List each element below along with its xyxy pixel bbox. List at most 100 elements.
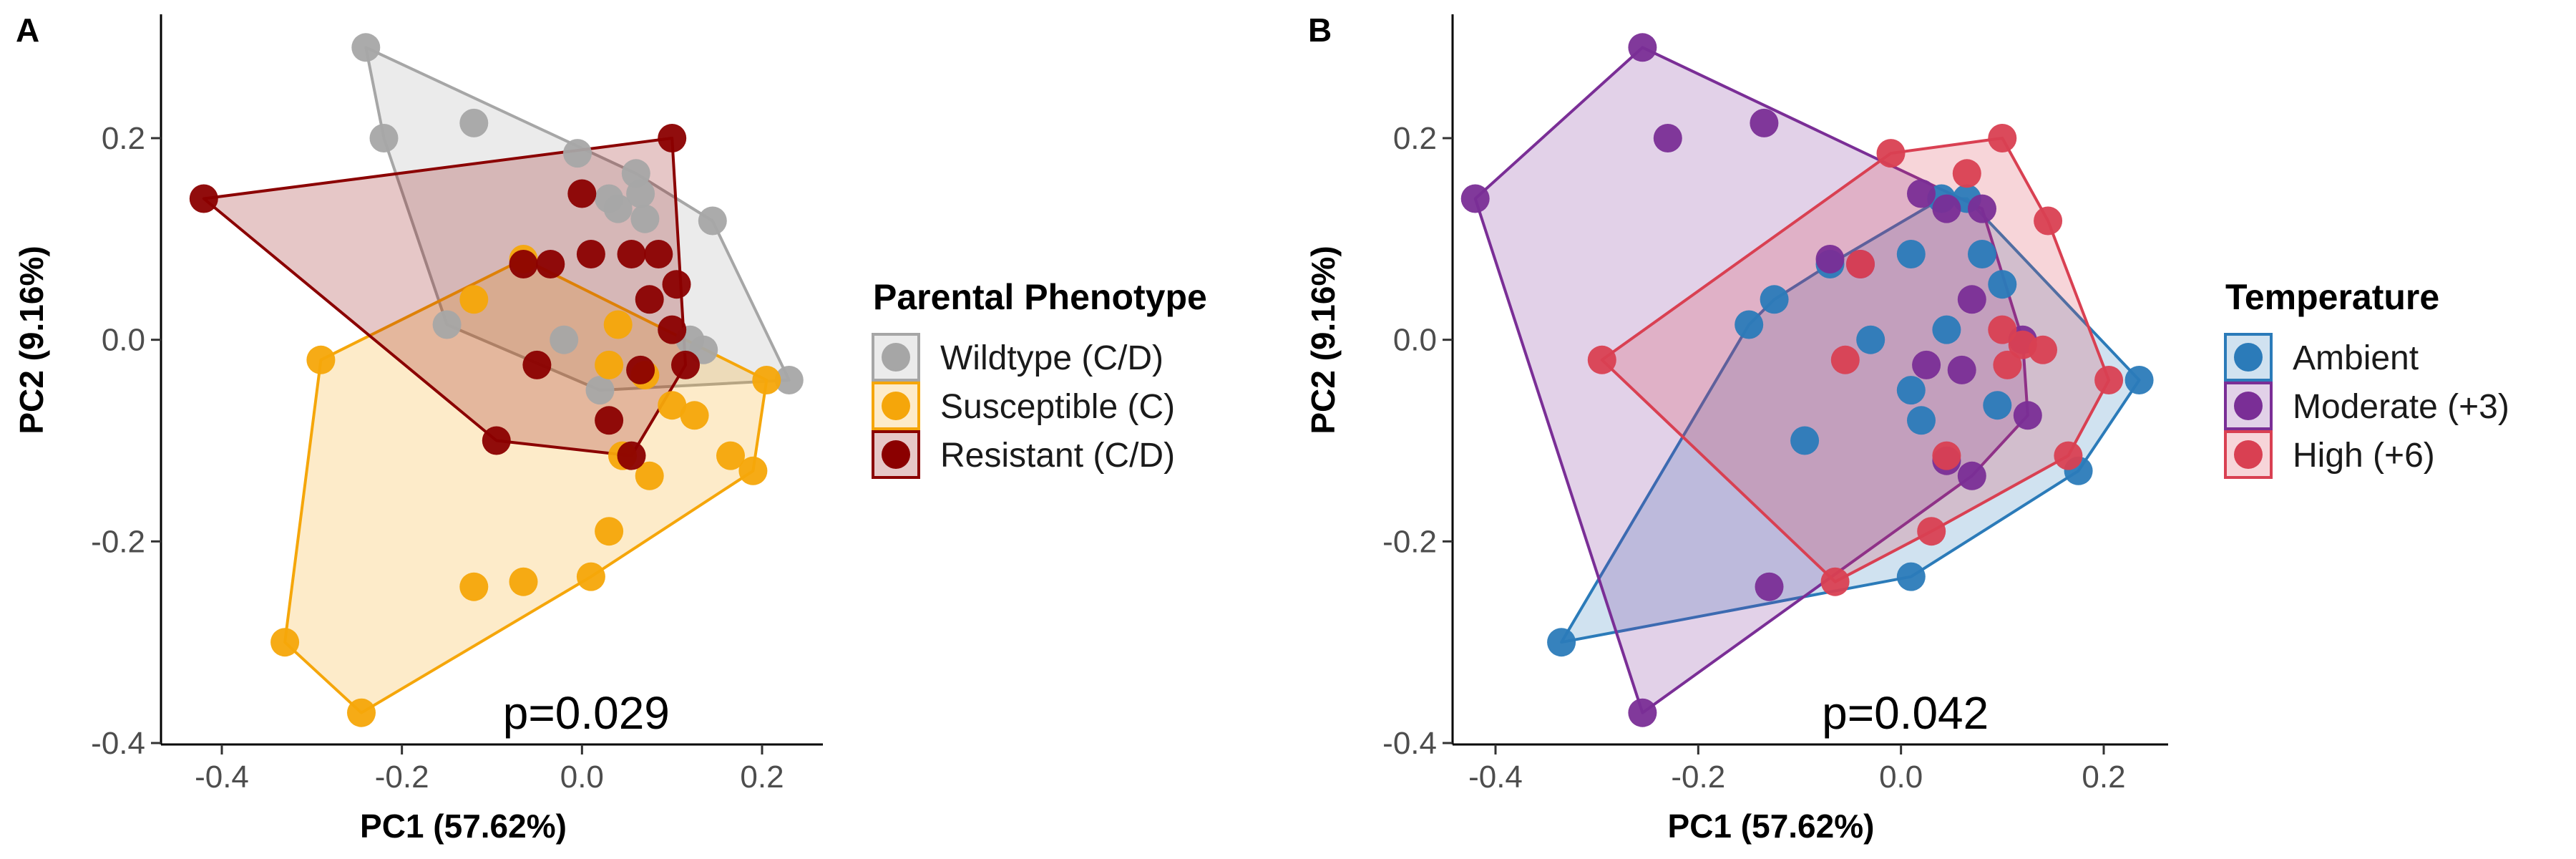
data-point xyxy=(1830,345,1860,374)
data-point xyxy=(1988,270,2017,299)
hull-layer xyxy=(202,46,791,714)
y-tick-label: 0.0 xyxy=(1393,323,1437,358)
data-point xyxy=(509,250,538,278)
panel-label: A xyxy=(16,11,39,49)
legend-label: Susceptible (C) xyxy=(940,388,1175,426)
data-point xyxy=(617,240,646,268)
data-point xyxy=(536,250,565,278)
legend-marker xyxy=(2234,343,2263,372)
panel-b: B -0.4 -0.2 0.0 0.2 -0.4 -0.2 0.0 0.2 PC1 (57.62%… xyxy=(1304,11,2509,845)
data-point xyxy=(662,270,691,299)
data-point xyxy=(680,401,709,430)
x-tick-label: 0.2 xyxy=(740,759,784,795)
data-point xyxy=(2124,366,2154,394)
data-point xyxy=(351,33,381,62)
legend-marker xyxy=(2234,392,2263,420)
data-point xyxy=(617,441,646,470)
data-point xyxy=(626,179,655,208)
data-point xyxy=(1735,310,1764,339)
legend-marker xyxy=(882,392,910,420)
series-resistant-c-d xyxy=(189,124,700,470)
data-point xyxy=(2094,366,2124,394)
data-point xyxy=(1988,315,2017,344)
data-point xyxy=(698,206,727,236)
data-point xyxy=(2034,206,2063,236)
data-point xyxy=(306,345,336,374)
data-point xyxy=(1856,325,1885,354)
data-point xyxy=(1988,124,2017,152)
legend-item-resistant-c-d: Resistant (C/D) xyxy=(872,430,1175,479)
p-value-annotation: p=0.042 xyxy=(1822,687,1989,739)
data-point xyxy=(1846,250,1875,278)
data-point xyxy=(595,517,624,546)
legend-item-moderate-3: Moderate (+3) xyxy=(2224,382,2509,430)
legend-marker xyxy=(882,343,910,372)
data-point xyxy=(1947,355,1976,384)
data-point xyxy=(1907,179,1936,208)
data-point xyxy=(482,426,511,455)
data-point xyxy=(189,184,218,213)
legend-marker xyxy=(882,440,910,469)
hull-layer xyxy=(1473,46,2141,714)
series-susceptible-c xyxy=(270,245,781,727)
legend-title: Temperature xyxy=(2225,277,2439,317)
data-point xyxy=(576,562,605,591)
data-point xyxy=(459,108,489,137)
data-point xyxy=(1993,350,2022,379)
data-point xyxy=(635,461,664,490)
data-point xyxy=(1932,194,1961,223)
data-point xyxy=(635,285,664,314)
data-point xyxy=(1896,240,1926,268)
data-point xyxy=(1952,159,1981,188)
x-tick-label: -0.4 xyxy=(195,759,249,795)
data-point xyxy=(459,572,489,601)
x-tick-label: 0.2 xyxy=(2082,759,2125,795)
data-point xyxy=(595,350,624,379)
data-point xyxy=(2029,335,2057,364)
data-point xyxy=(1907,406,1936,435)
data-point xyxy=(1653,124,1682,152)
legend-item-susceptible-c: Susceptible (C) xyxy=(872,382,1175,430)
data-point xyxy=(1983,391,2012,420)
data-point xyxy=(626,355,655,384)
data-point xyxy=(522,350,552,379)
data-point xyxy=(432,310,462,339)
data-point xyxy=(1547,628,1576,657)
data-point xyxy=(1587,345,1616,374)
data-point xyxy=(1896,562,1926,591)
data-point xyxy=(1957,461,1986,490)
data-point xyxy=(1820,567,1850,596)
data-point xyxy=(603,194,633,223)
legend-label: Resistant (C/D) xyxy=(940,437,1175,475)
data-point xyxy=(658,391,687,420)
x-axis-title: PC1 (57.62%) xyxy=(1668,807,1875,845)
data-point xyxy=(1876,139,1906,168)
data-point xyxy=(1628,698,1657,727)
data-point xyxy=(738,456,768,485)
data-point xyxy=(658,124,687,152)
data-point xyxy=(1628,33,1657,62)
data-point xyxy=(716,441,745,470)
data-point xyxy=(270,628,300,657)
data-point xyxy=(1460,184,1490,213)
y-axis-title: PC2 (9.16%) xyxy=(1304,246,1342,434)
legend-label: High (+6) xyxy=(2293,437,2435,475)
data-point xyxy=(1760,285,1789,314)
legend-title: Parental Phenotype xyxy=(873,277,1207,317)
hull-resistant-c-d xyxy=(202,137,687,457)
y-tick-label: -0.2 xyxy=(91,524,145,559)
legend-label: Wildtype (C/D) xyxy=(940,339,1163,377)
legend-item-wildtype-c-d: Wildtype (C/D) xyxy=(872,333,1163,382)
data-point xyxy=(567,179,597,208)
data-point xyxy=(1755,572,1784,601)
legend-marker xyxy=(2234,440,2263,469)
data-point xyxy=(630,204,660,233)
p-value-annotation: p=0.029 xyxy=(503,687,670,739)
data-point xyxy=(1790,426,1820,455)
data-point xyxy=(1932,441,1961,470)
data-point xyxy=(1912,350,1941,379)
x-tick-label: 0.0 xyxy=(1879,759,1923,795)
data-point xyxy=(774,366,804,394)
data-point xyxy=(644,240,673,268)
